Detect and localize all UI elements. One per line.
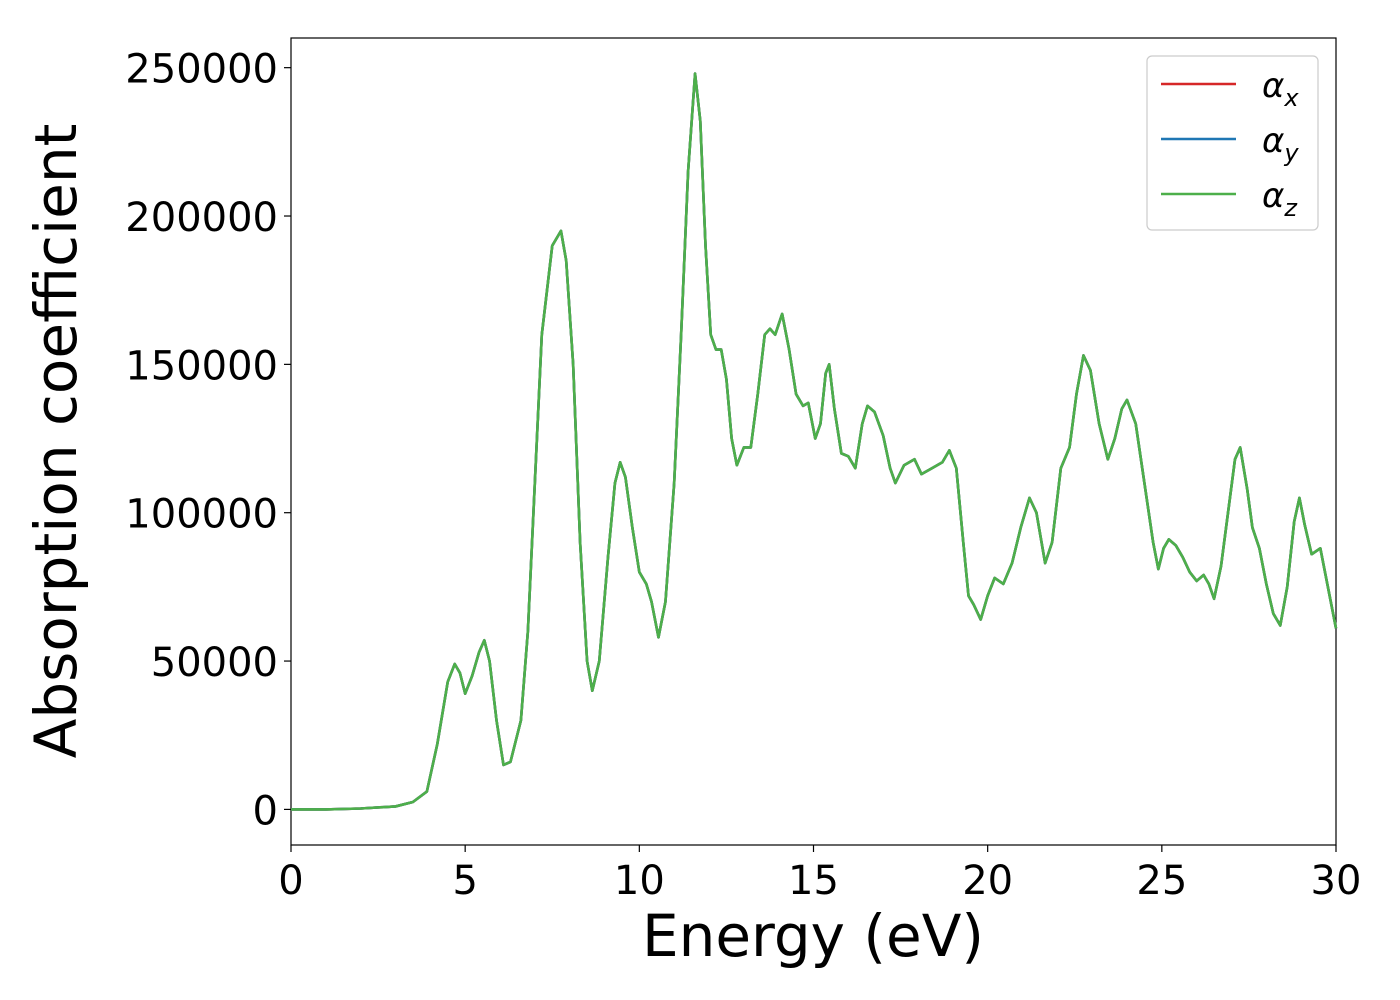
legend-box — [1146, 55, 1319, 231]
x-tick-label: 15 — [788, 858, 839, 904]
y-axis: 0 50000 100000 150000 200000 250000 — [125, 47, 291, 834]
x-axis: 0 5 10 15 20 25 30 — [278, 845, 1361, 904]
x-tick-label: 10 — [614, 858, 665, 904]
legend-label-y: αy — [1262, 121, 1299, 167]
legend-entries: αx αy αz — [1161, 66, 1299, 222]
x-tick-label: 25 — [1136, 858, 1187, 904]
y-tick-label: 150000 — [125, 343, 278, 389]
series-layer — [291, 72, 1338, 811]
x-tick-label: 5 — [452, 858, 477, 904]
x-tick-label: 0 — [278, 858, 303, 904]
y-axis-label: Absorption coefficient — [22, 124, 90, 759]
y-tick-label: 250000 — [125, 47, 278, 93]
series-line-z — [291, 72, 1338, 811]
legend-label-z: αz — [1262, 176, 1298, 222]
y-tick-label: 200000 — [125, 195, 278, 241]
x-axis-label: Energy (eV) — [642, 902, 984, 970]
y-tick-label: 0 — [253, 788, 278, 834]
legend: αx αy αz — [1146, 55, 1319, 231]
y-tick-label: 100000 — [125, 492, 278, 538]
x-tick-label: 20 — [962, 858, 1013, 904]
y-tick-label: 50000 — [151, 640, 278, 686]
legend-label-x: αx — [1262, 66, 1299, 112]
x-tick-label: 30 — [1311, 858, 1362, 904]
